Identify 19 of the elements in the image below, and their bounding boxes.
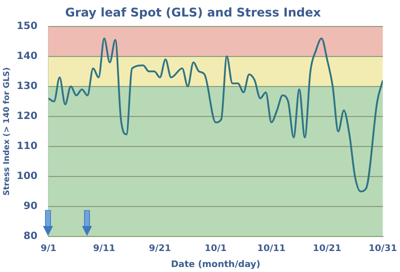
line-series xyxy=(48,38,383,192)
x-tick-label: 10/21 xyxy=(312,244,342,254)
chart-title: Gray leaf Spot (GLS) and Stress Index xyxy=(65,5,322,20)
y-tick-label: 110 xyxy=(16,140,38,152)
x-tick-label: 9/11 xyxy=(93,244,116,254)
y-tick-label: 80 xyxy=(24,230,38,242)
x-axis-title: Date (month/day) xyxy=(170,260,260,270)
y-tick-label: 130 xyxy=(16,80,38,92)
y-tick-label: 90 xyxy=(24,200,38,212)
x-tick-label: 10/11 xyxy=(257,244,286,254)
x-tick-label: 10/31 xyxy=(368,244,398,254)
y-tick-label: 100 xyxy=(16,170,38,182)
x-tick-label: 9/21 xyxy=(148,244,171,254)
y-tick-label: 150 xyxy=(16,20,38,32)
y-tick-label: 140 xyxy=(16,50,38,62)
x-tick-label: 9/1 xyxy=(40,244,56,254)
x-tick-label: 10/1 xyxy=(204,244,227,254)
y-axis-title: Stress Index (> 140 for GLS) xyxy=(2,67,11,196)
y-tick-label: 120 xyxy=(16,110,38,122)
